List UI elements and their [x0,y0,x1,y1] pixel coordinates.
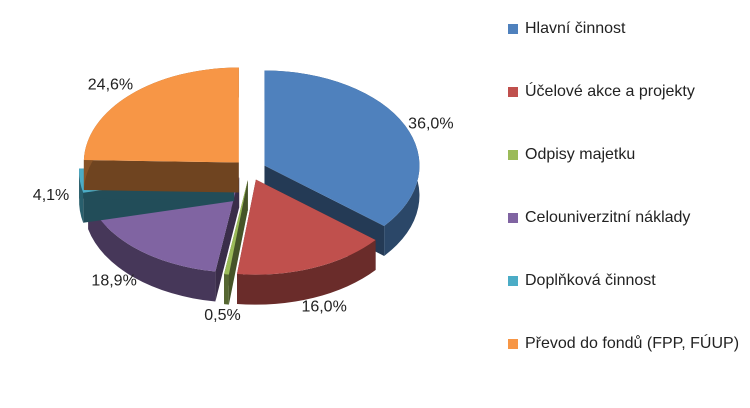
data-label: 16,0% [301,299,346,316]
legend-label: Hlavní činnost [525,20,626,37]
slice [224,180,248,305]
legend: Hlavní činnost Účelové akce a projekty Odp… [508,18,748,396]
legend-swatch [508,87,518,97]
slice [237,179,376,305]
slice-top [264,70,420,226]
legend-swatch [508,213,518,223]
legend-swatch [508,339,518,349]
data-label: 18,9% [91,272,136,289]
legend-swatch [508,24,518,34]
slice-side [83,160,239,193]
slice-wall [79,168,84,223]
slice-top [237,179,376,275]
legend-item: Hlavní činnost [508,18,748,81]
pie-area: 36,0% 16,0% 0,5% 18,9% 4,1% 24,6% [33,67,454,324]
data-label: 4,1% [33,187,69,204]
slice-wall [88,199,216,302]
legend-item: Doplňková činnost [508,270,748,333]
legend-item: Celouniverzitní náklady [508,207,748,270]
slice-wall [237,240,376,305]
data-label: 24,6% [88,76,133,93]
legend-swatch [508,150,518,160]
slice-top [224,180,248,275]
legend-item: Účelové akce a projekty [508,81,748,144]
legend-label: Účelové akce a projekty [525,83,695,100]
data-label: 0,5% [204,307,240,324]
legend-item: Převod do fondů (FPP, FÚUP) [508,333,748,396]
slice-side [224,180,248,305]
legend-label: Doplňková činnost [525,272,656,289]
slice-wall [224,274,229,305]
legend-item: Odpisy majetku [508,144,748,207]
legend-label: Celouniverzitní náklady [525,209,691,226]
legend-swatch [508,276,518,286]
legend-label: Převod do fondů (FPP, FÚUP) [525,335,740,352]
slice [83,67,239,193]
legend-label: Odpisy majetku [525,146,636,163]
slice-side [215,177,240,302]
data-label: 36,0% [408,116,453,133]
slice-top [83,67,239,163]
